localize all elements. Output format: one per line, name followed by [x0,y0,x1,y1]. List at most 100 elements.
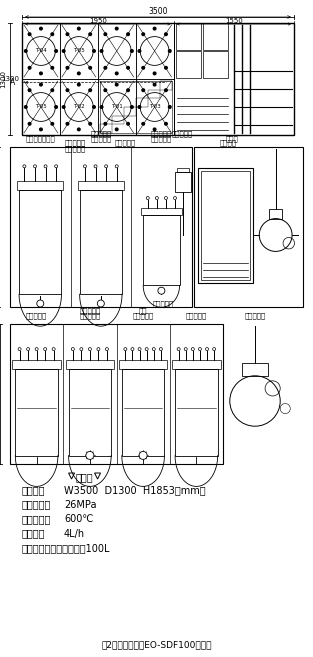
Bar [175,171,191,192]
Circle shape [127,122,129,125]
Bar [78,181,124,190]
Circle shape [104,33,107,35]
Bar [124,107,136,116]
Circle shape [138,50,141,53]
Text: T-03: T-03 [149,104,161,110]
Circle shape [78,28,80,30]
Circle shape [51,89,54,91]
Circle shape [28,89,31,91]
Circle shape [142,33,145,35]
Bar [98,23,136,79]
Circle shape [168,106,171,108]
Bar [60,23,98,79]
Circle shape [89,122,91,125]
Bar [66,361,114,369]
Circle shape [104,66,107,69]
Bar [143,215,180,286]
Text: 電気炉: 電気炉 [226,136,238,143]
Text: 分離タンク: 分離タンク [90,136,111,143]
Circle shape [40,83,42,86]
Text: 大きさ：: 大きさ： [22,485,45,495]
Bar [19,190,61,294]
Circle shape [78,83,80,86]
Text: 分離タンク: 分離タンク [64,146,86,152]
Bar [15,369,58,455]
Circle shape [66,122,69,125]
Circle shape [89,33,91,35]
Circle shape [62,50,65,53]
Circle shape [115,83,118,86]
Circle shape [153,128,156,131]
Bar [136,79,173,135]
Circle shape [127,66,129,69]
Circle shape [153,72,156,75]
Bar [22,23,294,135]
Bar [175,369,218,455]
Bar [203,23,228,50]
Circle shape [78,128,80,131]
Circle shape [100,50,103,53]
Circle shape [138,106,141,108]
Bar [160,81,172,89]
Bar [177,168,188,171]
Circle shape [142,89,145,91]
Circle shape [28,66,31,69]
Bar [100,124,112,133]
Text: 熱交換器: 熱交換器 [219,140,236,147]
Bar [10,147,192,307]
Bar [69,369,111,455]
Text: T-01: T-01 [111,104,123,110]
Circle shape [139,451,147,459]
Circle shape [93,50,95,53]
Circle shape [89,89,91,91]
Bar [119,361,167,369]
Bar [136,23,173,79]
Bar [269,209,282,219]
Text: 回収タンク: 回収タンク [151,136,172,143]
Circle shape [40,128,42,131]
Bar [203,51,228,78]
Circle shape [104,122,107,125]
Circle shape [165,122,167,125]
Text: メタノール: メタノール [90,131,111,137]
Text: 混合タンク: 混合タンク [186,313,207,319]
Bar [12,361,61,369]
Bar [10,324,223,464]
Circle shape [37,300,44,307]
Circle shape [51,66,54,69]
Bar [172,361,221,369]
Circle shape [165,89,167,91]
Circle shape [153,83,156,86]
Text: T-05: T-05 [35,104,47,110]
Circle shape [131,106,133,108]
Circle shape [40,72,42,75]
Circle shape [97,300,104,307]
Bar [136,99,148,107]
Bar [122,369,164,455]
Circle shape [165,66,167,69]
Text: 混合タンク: 混合タンク [153,301,174,307]
Bar [176,23,201,50]
Circle shape [127,33,129,35]
Circle shape [86,451,94,459]
Text: 1550: 1550 [225,18,243,24]
Circle shape [165,33,167,35]
Text: 減圧ポンプ: 減圧ポンプ [172,131,193,137]
Circle shape [78,72,80,75]
Circle shape [142,66,145,69]
Text: 設計温度：: 設計温度： [22,514,51,524]
Bar [60,79,98,135]
Circle shape [51,33,54,35]
Circle shape [158,287,165,294]
Text: 1300: 1300 [0,70,6,88]
Bar [17,181,64,190]
Text: 生産量：: 生産量： [22,528,45,539]
Bar [198,168,253,283]
Circle shape [104,89,107,91]
Text: 26MPa: 26MPa [64,499,96,509]
Circle shape [28,122,31,125]
Circle shape [28,33,31,35]
Bar [22,79,60,135]
Circle shape [89,66,91,69]
Circle shape [51,122,54,125]
